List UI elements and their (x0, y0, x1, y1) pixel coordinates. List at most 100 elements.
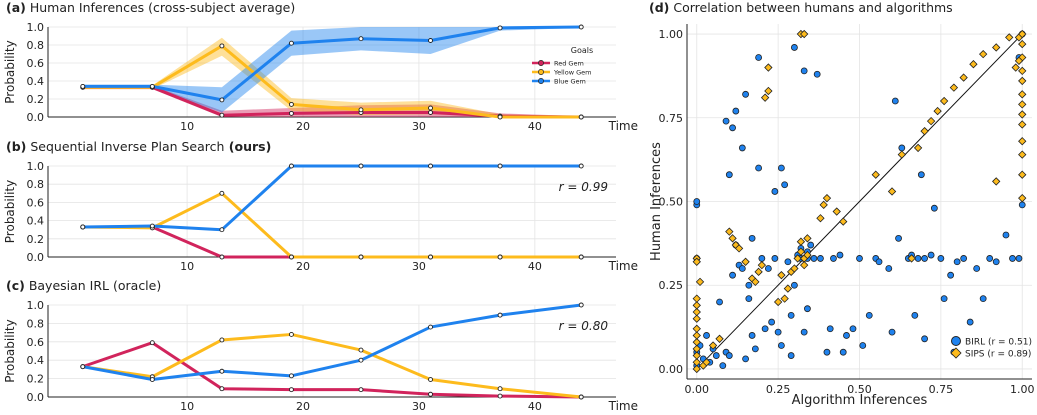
data-point (288, 110, 294, 116)
series-line (82, 44, 582, 119)
scatter-point-sips (803, 250, 812, 260)
x-tick-label: 40 (528, 120, 542, 133)
data-point (219, 386, 225, 392)
scatter-point-sips (1018, 137, 1027, 146)
scatter-point-sips (692, 301, 701, 310)
scatter-point-birl (1009, 255, 1016, 262)
x-axis-label: Time (608, 399, 638, 413)
scatter-point-sips (715, 334, 724, 343)
scatter-point-sips (969, 60, 978, 69)
scatter-point-birl (826, 325, 834, 333)
data-point (497, 312, 503, 318)
scatter-point-sips (1014, 56, 1024, 66)
scatter-point-birl (927, 251, 935, 259)
x-tick-label: 40 (528, 260, 542, 273)
y-tick-label: 0.6 (27, 196, 45, 209)
data-point (428, 163, 433, 169)
scatter-point-birl (940, 295, 948, 303)
scatter-point-birl (784, 258, 792, 266)
scatter-point-birl (791, 281, 798, 289)
panel-title: (b) Sequential Inverse Plan Search (ours… (6, 139, 271, 154)
scatter-point-sips (783, 284, 793, 293)
y-tick-label: 0.8 (27, 39, 45, 52)
scatter-point-birl (917, 171, 925, 179)
y-tick-label: 0.50 (659, 196, 684, 209)
scatter-point-birl (986, 255, 994, 262)
scatter-point-birl (787, 352, 795, 359)
data-point (578, 114, 584, 120)
scatter-point-birl (898, 144, 906, 152)
data-point (80, 224, 86, 230)
scatter-point-sips (760, 93, 770, 102)
scatter-point-sips (887, 187, 897, 196)
scatter-point-sips (777, 271, 786, 280)
scatter-point-sips (992, 177, 1001, 186)
scatter-point-sips (728, 234, 737, 243)
data-point (358, 387, 364, 393)
y-tick-label: 0.0 (27, 111, 45, 124)
scatter-point-sips (1018, 120, 1027, 129)
series-line (82, 164, 582, 232)
scatter-point-birl (817, 255, 824, 262)
series-line (82, 303, 582, 382)
scatter-point-birl (888, 328, 896, 336)
scatter-point-sips (803, 234, 812, 243)
data-point (219, 227, 225, 233)
scatter-point-birl (960, 255, 968, 262)
scatter-point-sips (832, 207, 841, 216)
data-point (497, 25, 503, 31)
scatter-point-sips (790, 264, 799, 273)
scatter-point-sips (692, 314, 701, 323)
panel-label: (b) (6, 139, 26, 154)
scatter-point-sips (692, 307, 701, 317)
scatter-point-sips (1005, 33, 1014, 42)
x-tick-label: 0.50 (847, 383, 872, 396)
scatter-point-sips (1018, 100, 1027, 109)
legend-label: SIPS (r = 0.89) (965, 350, 1031, 360)
scatter-point-birl (725, 171, 733, 179)
scatter-point-birl (947, 271, 955, 279)
scatter-point-sips (1018, 193, 1027, 203)
scatter-point-birl (745, 295, 753, 303)
data-point (428, 377, 433, 382)
scatter-point-birl (716, 298, 723, 306)
y-axis-label: Probability (3, 40, 17, 103)
scatter-point-sips (695, 277, 705, 287)
panel-title: (d) Correlation between humans and algor… (649, 0, 953, 15)
scatter-point-sips (1018, 66, 1027, 76)
scatter-point-sips (800, 260, 809, 270)
scatter-point-birl (973, 265, 981, 272)
correlation-annotation: r = 0.80 (559, 319, 609, 333)
scatter-point-sips (708, 341, 718, 350)
data-point (149, 223, 155, 229)
scatter-point-sips (734, 244, 744, 253)
scatter-point-sips (692, 351, 701, 360)
x-tick-label: 30 (412, 120, 426, 133)
panel-title-bold: (ours) (224, 139, 271, 154)
scatter-point-birl (953, 258, 961, 266)
legend-swatch-marker (538, 69, 544, 75)
scatter-point-sips (992, 43, 1001, 52)
scatter-point-birl (693, 198, 701, 205)
scatter-point-birl (1002, 231, 1010, 239)
scatter-point-birl (937, 255, 945, 262)
legend-label: BIRL (r = 0.51) (965, 338, 1032, 348)
correlation-annotation: r = 0.99 (559, 180, 608, 194)
scatter-point-birl (807, 241, 815, 249)
data-point (219, 190, 225, 196)
scatter-point-birl (914, 255, 922, 262)
scatter-point-birl (875, 258, 883, 266)
legend-marker (951, 336, 961, 346)
x-tick-label: 10 (180, 260, 194, 273)
data-point (219, 43, 225, 49)
scatter-point-birl (768, 318, 776, 326)
scatter-point-sips (1011, 63, 1020, 72)
scatter-point-birl (777, 164, 785, 172)
scatter-point-birl (751, 345, 759, 353)
panel-title-text: Sequential Inverse Plan Search (26, 139, 224, 154)
scatter-point-birl (755, 54, 763, 61)
data-point (497, 393, 503, 399)
data-point (428, 254, 433, 260)
scatter-point-birl (865, 311, 873, 319)
